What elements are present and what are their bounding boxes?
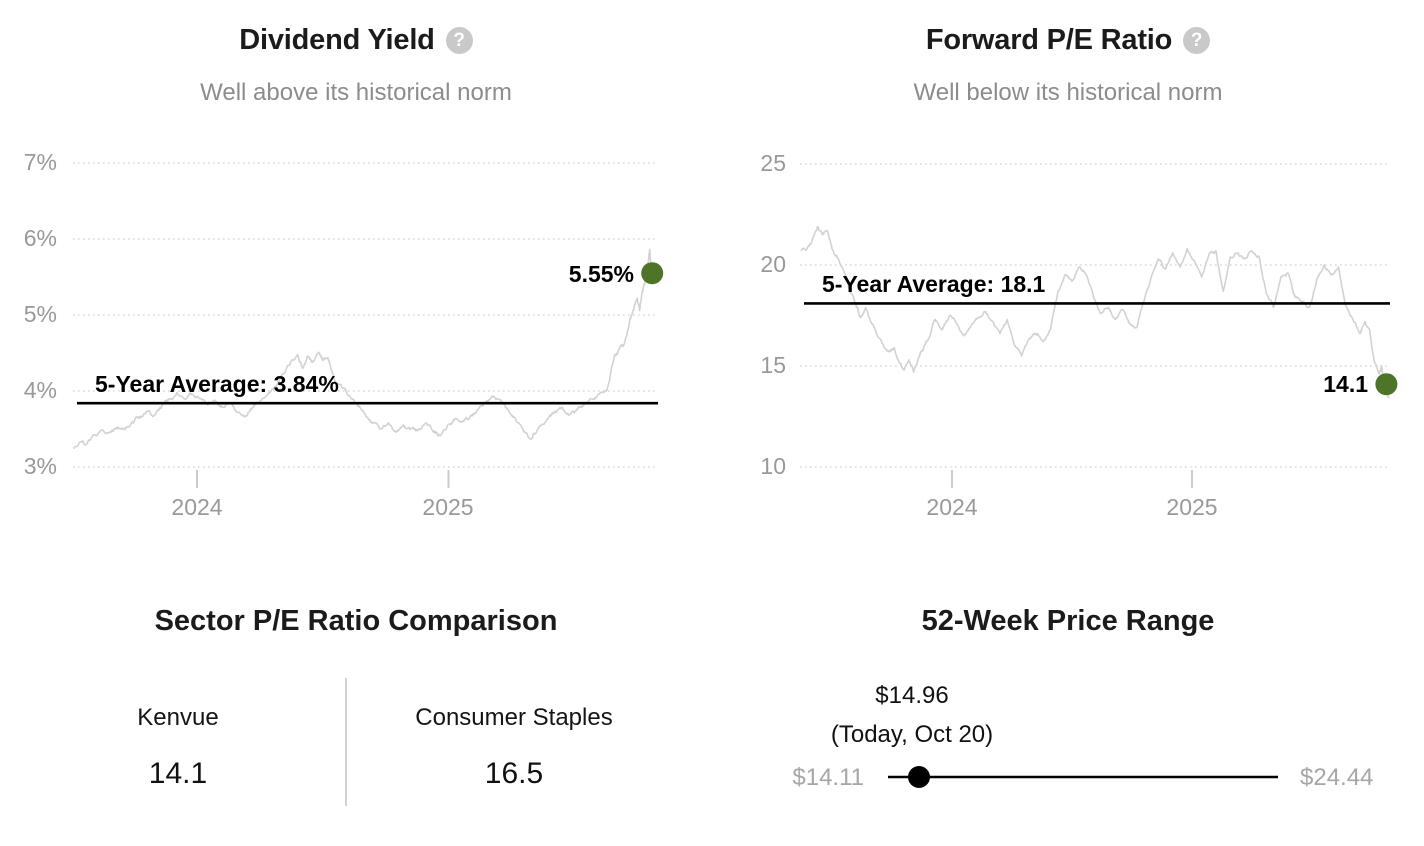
dividend-yield-chart: 7% 6% 5% 4% 3% 2024 2025 5-Year Average:… [24,149,664,520]
comparison-sector-value: 16.5 [484,757,544,790]
help-icon[interactable]: ? [445,26,473,54]
price-range-title: 52-Week Price Range [921,605,1215,637]
comparison-sector-label: Consumer Staples [415,704,613,731]
current-price-label: $14.96 [875,682,948,709]
chart-subtitle: Well above its historical norm [200,79,512,106]
current-price-date-label: (Today, Oct 20) [831,721,993,748]
y-axis-tick-label: 6% [24,225,57,251]
x-axis-tick-label: 2025 [422,494,473,520]
chart-header: Dividend Yield ? [0,22,712,58]
x-axis-tick-label: 2024 [926,494,977,520]
comparison-company-value: 14.1 [148,757,208,790]
y-axis-tick-label: 4% [24,377,57,403]
y-axis-tick-label: 25 [760,150,786,176]
x-axis-tick-label: 2024 [171,494,222,520]
range-low-label: $14.11 [792,764,864,791]
current-value-label: 14.1 [1323,371,1368,397]
vertical-divider [345,678,347,806]
current-value-label: 5.55% [569,261,634,287]
chart-title: Dividend Yield [239,23,435,56]
chart-header: Forward P/E Ratio ? [712,22,1424,58]
y-axis-tick-label: 7% [24,149,57,175]
y-axis-tick-label: 15 [760,352,786,378]
price-range-slider: $14.96 (Today, Oct 20) $14.11 $24.44 [792,682,1373,791]
slider-knob-current-price [908,766,930,788]
range-high-label: $24.44 [1300,764,1373,791]
average-line-label: 5-Year Average: 18.1 [822,271,1046,297]
sector-comparison-title: Sector P/E Ratio Comparison [154,605,558,637]
x-axis-tick-label: 2025 [1166,494,1217,520]
y-axis-tick-label: 3% [24,453,57,479]
series-line [73,248,653,450]
y-axis-tick-label: 20 [760,251,786,277]
chart-subtitle: Well below its historical norm [913,79,1223,106]
y-axis-tick-label: 10 [760,453,786,479]
dividend-yield-plot [73,162,664,488]
comparison-company-label: Kenvue [137,704,219,731]
current-value-marker [1375,373,1398,396]
current-value-marker [641,262,664,285]
forward-pe-chart: 25 20 15 10 2024 2025 5-Year Average: 18… [760,150,1398,520]
help-icon[interactable]: ? [1183,26,1211,54]
y-axis-tick-label: 5% [24,301,57,327]
average-line-label: 5-Year Average: 3.84% [95,371,339,397]
chart-title: Forward P/E Ratio [925,23,1173,56]
series-line [800,225,1390,399]
forward-pe-plot [800,163,1398,488]
